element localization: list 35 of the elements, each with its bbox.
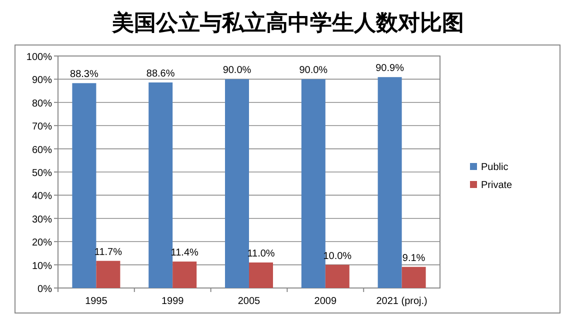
y-tick-label: 40% bbox=[32, 191, 52, 202]
data-label: 90.9% bbox=[376, 63, 404, 74]
data-label: 90.0% bbox=[222, 65, 252, 76]
bar bbox=[249, 262, 273, 288]
y-tick-label: 100% bbox=[26, 52, 52, 63]
x-tick-label: 2009 bbox=[314, 296, 337, 307]
bar bbox=[96, 260, 120, 288]
data-label: 9.1% bbox=[402, 252, 426, 264]
x-tick-label: 2021 (proj.) bbox=[376, 296, 428, 307]
legend-label: Public bbox=[481, 162, 508, 173]
data-label: 88.6% bbox=[146, 68, 175, 80]
y-tick-label: 20% bbox=[32, 238, 52, 249]
y-tick-label: 60% bbox=[32, 144, 52, 156]
data-label: 88.3% bbox=[70, 69, 98, 80]
y-tick-label: 30% bbox=[32, 214, 52, 226]
y-tick-label: 80% bbox=[32, 98, 52, 110]
data-label: 90.0% bbox=[299, 65, 328, 76]
y-tick-label: 70% bbox=[32, 122, 52, 133]
y-tick-label: 10% bbox=[32, 260, 52, 272]
bar bbox=[301, 79, 326, 288]
bar bbox=[172, 262, 197, 288]
x-tick-label: 2005 bbox=[238, 296, 261, 307]
bar bbox=[148, 82, 173, 288]
y-tick-label: 90% bbox=[32, 75, 52, 86]
bar bbox=[225, 79, 249, 288]
bar bbox=[402, 266, 426, 288]
y-tick-label: 0% bbox=[38, 284, 52, 295]
bar bbox=[378, 77, 402, 288]
bar bbox=[72, 83, 96, 288]
bar bbox=[325, 264, 350, 288]
x-tick-label: 1999 bbox=[161, 296, 184, 307]
y-tick-label: 50% bbox=[32, 168, 52, 179]
chart-title: 美国公立与私立高中学生人数对比图 bbox=[111, 10, 464, 36]
legend-label: Private bbox=[481, 180, 513, 191]
x-tick-label: 1995 bbox=[85, 296, 108, 307]
